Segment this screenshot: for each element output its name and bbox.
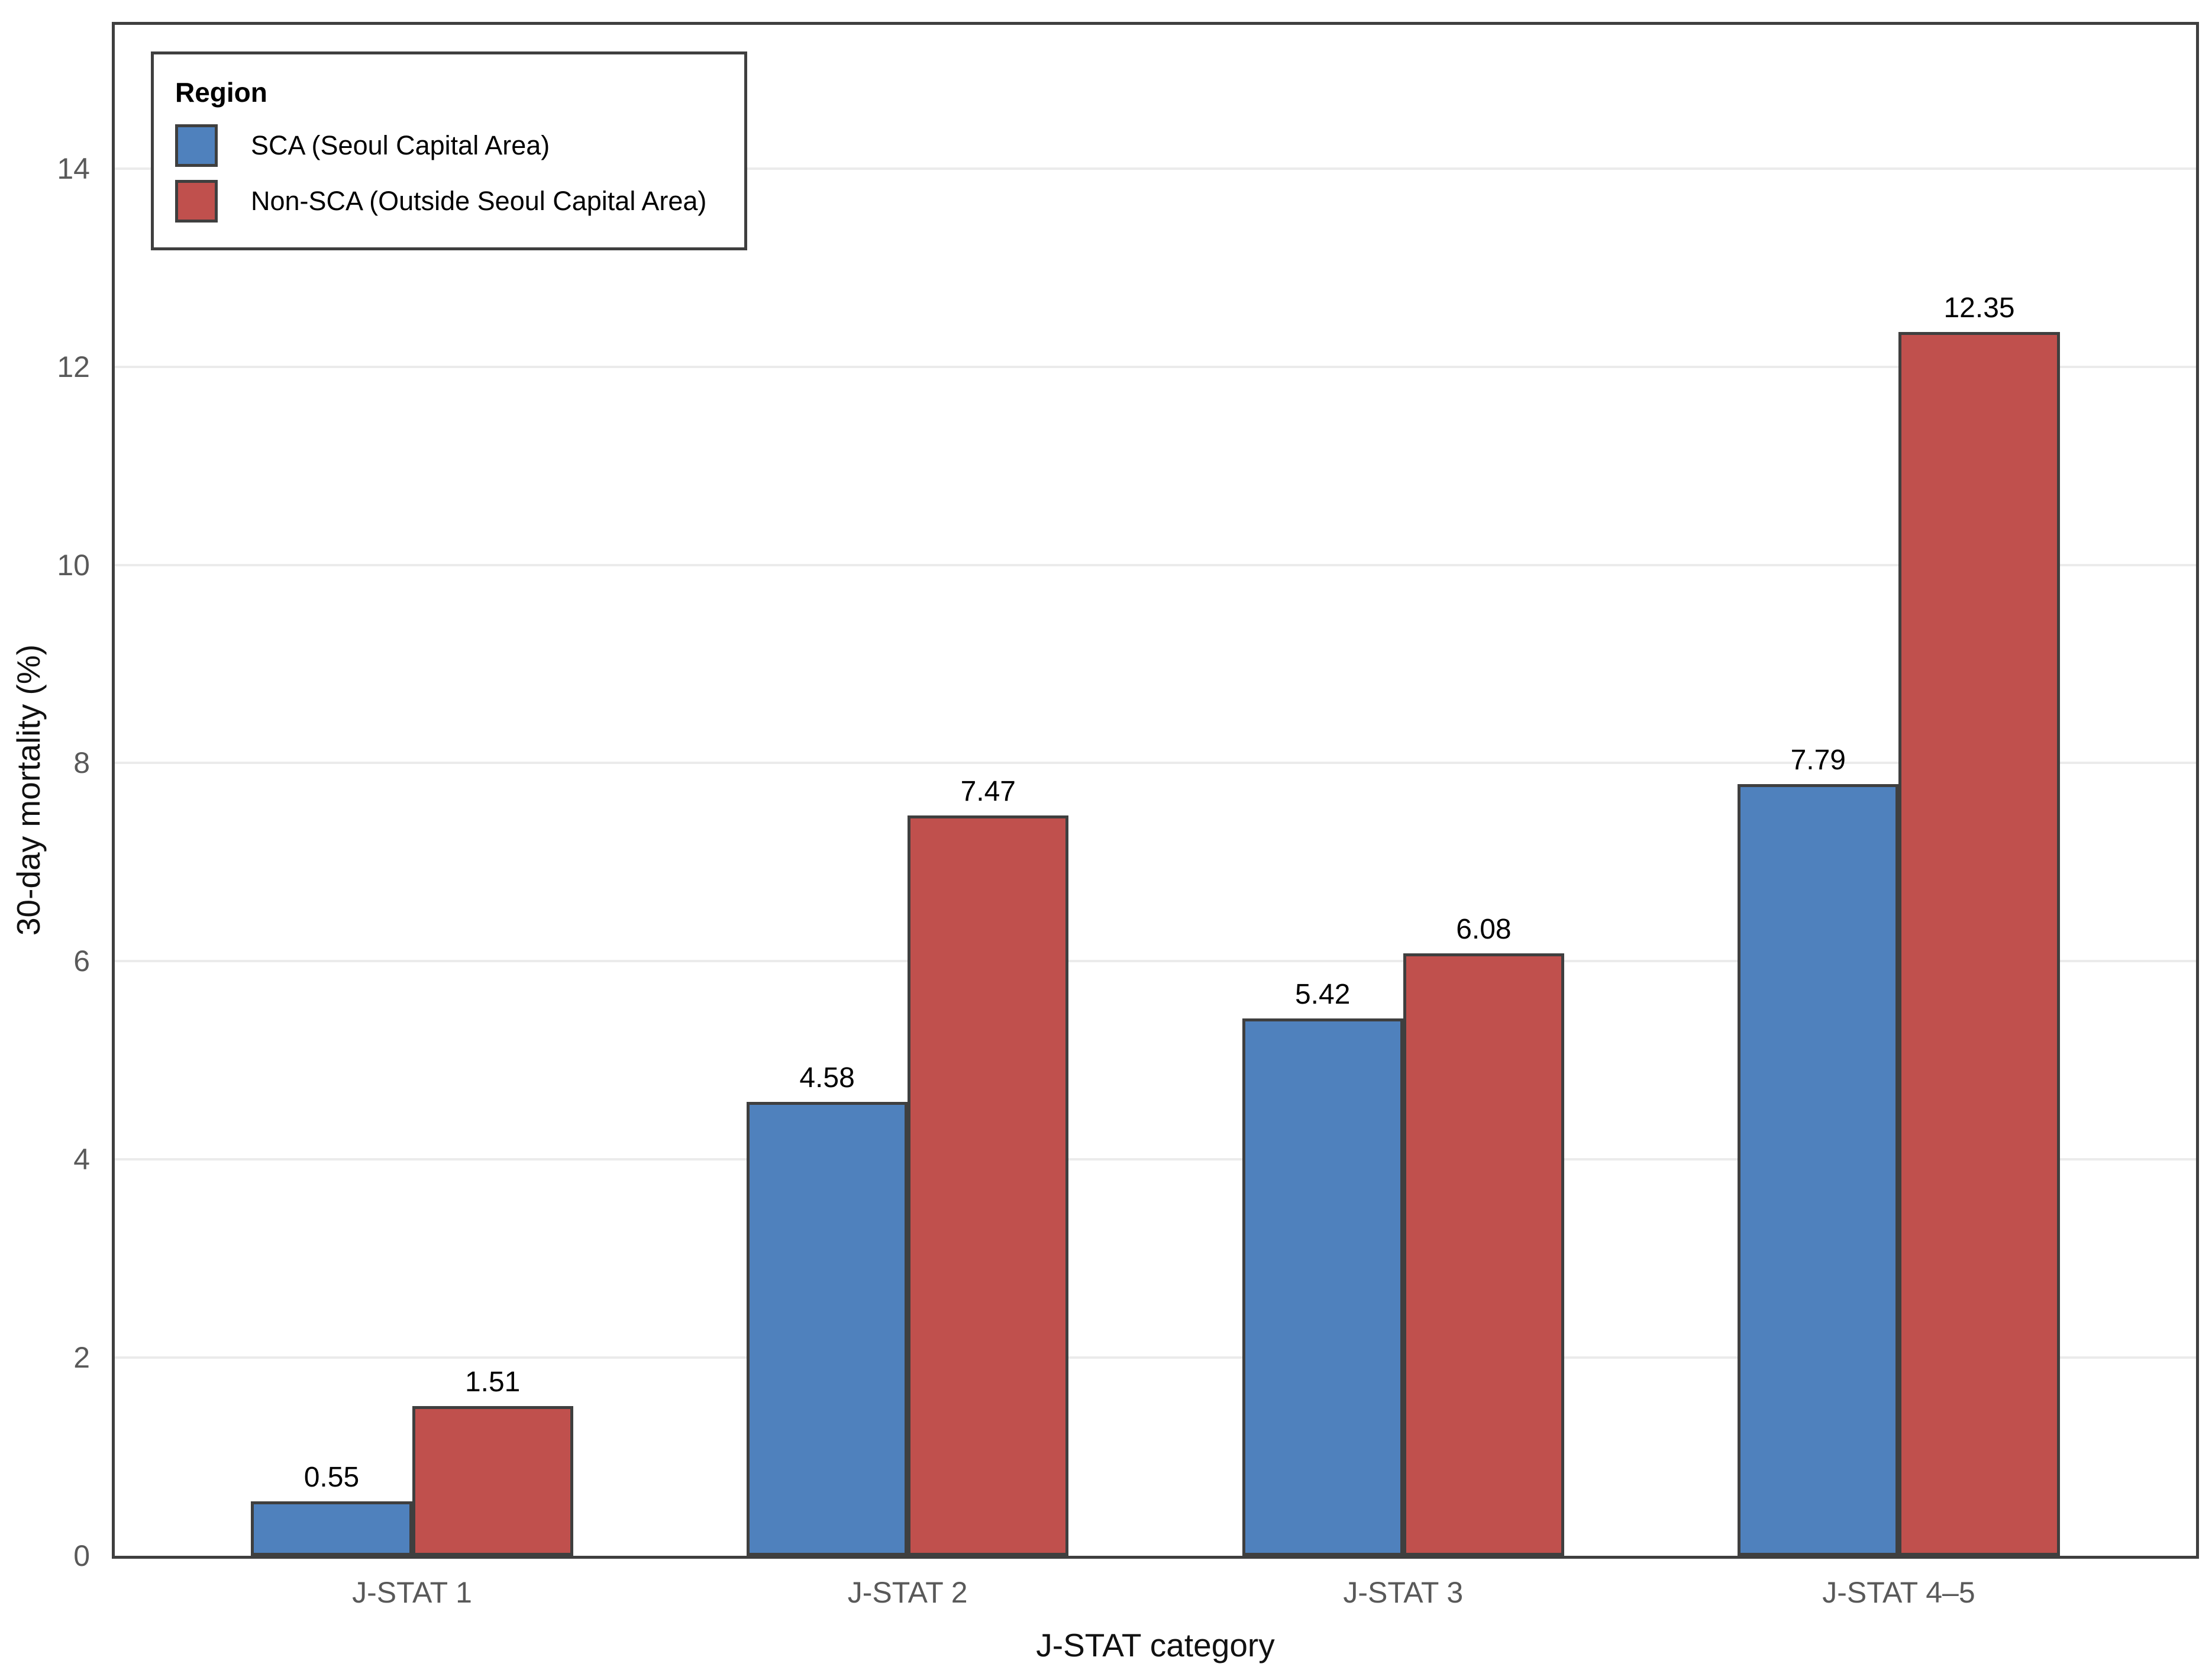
y-tick-label-6: 6 bbox=[73, 944, 90, 978]
x-tick-label-4: J-STAT 4–5 bbox=[1822, 1576, 1975, 1609]
y-tick-label-8: 8 bbox=[73, 746, 90, 780]
x-tick-label-1: J-STAT 1 bbox=[352, 1576, 472, 1609]
gridline-y-8 bbox=[115, 762, 2196, 765]
bar-nonsca-2 bbox=[908, 815, 1069, 1556]
y-tick-label-0: 0 bbox=[73, 1539, 90, 1572]
bar-sca-4 bbox=[1738, 784, 1899, 1556]
bar-sca-1 bbox=[251, 1501, 412, 1556]
bar-sca-2 bbox=[746, 1102, 908, 1556]
bar-value-label: 12.35 bbox=[1943, 292, 2015, 324]
bar-value-label: 7.47 bbox=[960, 776, 1016, 808]
gridline-y-10 bbox=[115, 563, 2196, 566]
legend-item-sca: SCA (Seoul Capital Area) bbox=[175, 124, 706, 167]
gridline-y-14 bbox=[115, 167, 2196, 170]
bar-value-label: 6.08 bbox=[1456, 913, 1512, 945]
legend-title: Region bbox=[175, 77, 267, 108]
legend-label: Non-SCA (Outside Seoul Capital Area) bbox=[251, 186, 707, 216]
bar-value-label: 4.58 bbox=[799, 1062, 855, 1094]
legend-item-nonsca: Non-SCA (Outside Seoul Capital Area) bbox=[175, 180, 706, 223]
bar-value-label: 7.79 bbox=[1790, 744, 1846, 776]
bar-value-label: 1.51 bbox=[464, 1366, 521, 1398]
gridline-y-2 bbox=[115, 1356, 2196, 1359]
y-tick-label-4: 4 bbox=[73, 1143, 90, 1176]
y-tick-label-14: 14 bbox=[57, 151, 90, 185]
x-tick-label-3: J-STAT 3 bbox=[1343, 1576, 1464, 1609]
legend: Region SCA (Seoul Capital Area) Non-SCA (… bbox=[151, 51, 748, 250]
bar-sca-3 bbox=[1242, 1018, 1403, 1556]
x-tick-label-2: J-STAT 2 bbox=[847, 1576, 968, 1609]
bar-nonsca-1 bbox=[412, 1406, 573, 1556]
legend-items: SCA (Seoul Capital Area) Non-SCA (Outside… bbox=[175, 124, 706, 223]
gridline-y-12 bbox=[115, 365, 2196, 368]
y-tick-label-2: 2 bbox=[73, 1341, 90, 1375]
legend-swatch-nonsca bbox=[175, 180, 218, 223]
legend-label: SCA (Seoul Capital Area) bbox=[251, 130, 550, 160]
bar-value-label: 0.55 bbox=[303, 1461, 360, 1493]
plot-area: 0.55 1.51 4.58 7.47 5.42 6.08 7.79 12.35 bbox=[112, 22, 2199, 1559]
y-axis-title: 30-day mortality (%) bbox=[10, 644, 47, 936]
bar-nonsca-4 bbox=[1898, 332, 2060, 1556]
legend-swatch-sca bbox=[175, 124, 218, 167]
gridline-y-6 bbox=[115, 960, 2196, 963]
y-tick-label-10: 10 bbox=[57, 548, 90, 582]
bar-nonsca-3 bbox=[1403, 953, 1565, 1556]
gridline-y-4 bbox=[115, 1158, 2196, 1161]
y-tick-label-12: 12 bbox=[57, 350, 90, 383]
bar-value-label: 5.42 bbox=[1294, 979, 1351, 1011]
x-axis-title: J-STAT category bbox=[1036, 1627, 1275, 1663]
